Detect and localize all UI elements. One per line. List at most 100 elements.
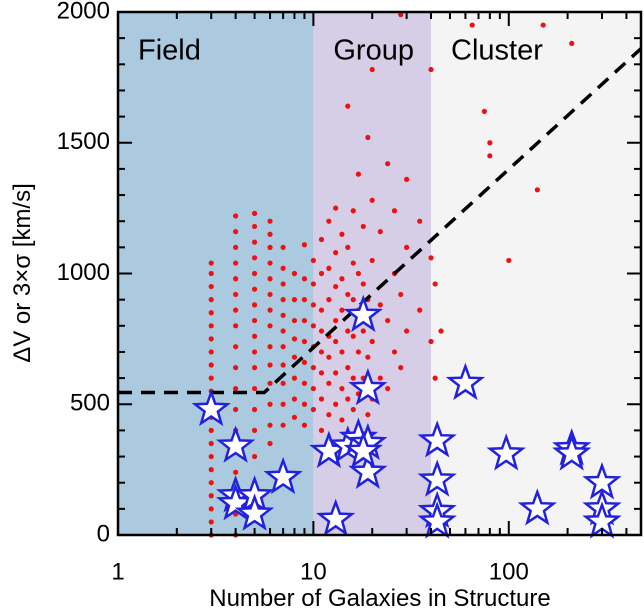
dot <box>318 328 325 334</box>
dot <box>208 270 214 277</box>
dot <box>291 336 298 342</box>
dot <box>233 307 239 313</box>
dot <box>318 236 325 243</box>
dot <box>233 276 239 282</box>
x-tick-label: 1 <box>111 558 124 585</box>
dot <box>339 276 345 282</box>
dot <box>267 218 273 224</box>
dot <box>350 333 356 339</box>
dot <box>487 153 493 159</box>
star <box>417 420 457 458</box>
dot <box>280 362 286 368</box>
dot <box>208 440 214 447</box>
dot <box>267 440 273 447</box>
dot <box>404 328 410 334</box>
dot <box>540 22 546 28</box>
dot <box>208 283 214 290</box>
dot <box>365 412 371 418</box>
region-label: Cluster <box>451 35 543 67</box>
dot <box>267 401 273 407</box>
dot <box>233 469 239 475</box>
dot <box>318 396 325 402</box>
dot <box>267 422 273 428</box>
dot <box>208 362 214 368</box>
dot <box>333 249 339 256</box>
dot <box>404 176 410 182</box>
dot <box>251 286 258 292</box>
dot <box>301 338 308 345</box>
dot <box>345 103 351 109</box>
star <box>316 498 356 537</box>
dot <box>333 283 339 290</box>
dot <box>208 519 214 525</box>
star <box>445 362 486 401</box>
dot <box>310 406 316 413</box>
dot <box>310 257 316 264</box>
dot <box>506 257 512 264</box>
dot <box>345 396 351 402</box>
dot <box>267 244 273 250</box>
star <box>417 459 457 497</box>
region-label: Field <box>138 35 201 67</box>
dot <box>404 244 410 250</box>
dot <box>310 281 316 287</box>
dot <box>428 66 434 73</box>
dot <box>251 349 258 355</box>
dot <box>267 307 273 313</box>
y-tick-label: 0 <box>97 520 110 547</box>
dot <box>267 380 273 386</box>
dot <box>487 140 493 146</box>
dot <box>301 242 308 248</box>
region-label: Group <box>333 35 414 67</box>
dot <box>301 297 308 303</box>
dot <box>251 365 258 371</box>
star <box>517 488 557 526</box>
x-tick-label: 10 <box>300 558 327 585</box>
y-tick-label: 1500 <box>57 128 110 155</box>
dot <box>280 328 286 334</box>
dot <box>291 354 298 360</box>
dot <box>291 396 298 402</box>
dot <box>251 317 258 324</box>
dot <box>333 317 339 324</box>
dot <box>233 385 239 392</box>
dot <box>251 270 258 277</box>
dot <box>365 354 371 360</box>
dot <box>280 244 286 250</box>
x-axis-title: Number of Galaxies in Structure <box>209 585 550 612</box>
dot <box>333 401 339 407</box>
dot <box>369 66 375 73</box>
dot <box>280 380 286 386</box>
dot <box>280 281 286 287</box>
y-tick-label: 2000 <box>57 0 110 24</box>
star <box>191 388 231 427</box>
dot <box>208 480 214 486</box>
dot <box>251 453 258 460</box>
dot <box>301 380 308 386</box>
dot <box>310 302 316 308</box>
dot <box>233 229 239 235</box>
dot <box>233 344 239 350</box>
dot <box>326 380 332 386</box>
dot <box>233 291 239 298</box>
dot <box>345 244 351 250</box>
dot <box>233 365 239 371</box>
dot <box>280 312 286 318</box>
dot <box>318 349 325 355</box>
dot <box>350 260 356 266</box>
dot <box>377 375 383 381</box>
dot <box>251 427 258 433</box>
dot <box>333 338 339 345</box>
dot <box>428 338 434 345</box>
dot <box>251 333 258 339</box>
dot <box>301 422 308 428</box>
dot <box>267 362 273 368</box>
dot <box>339 417 345 423</box>
dot <box>208 297 214 303</box>
dot <box>233 260 239 266</box>
dot <box>355 171 362 177</box>
dot <box>267 291 273 298</box>
dot <box>369 197 375 203</box>
